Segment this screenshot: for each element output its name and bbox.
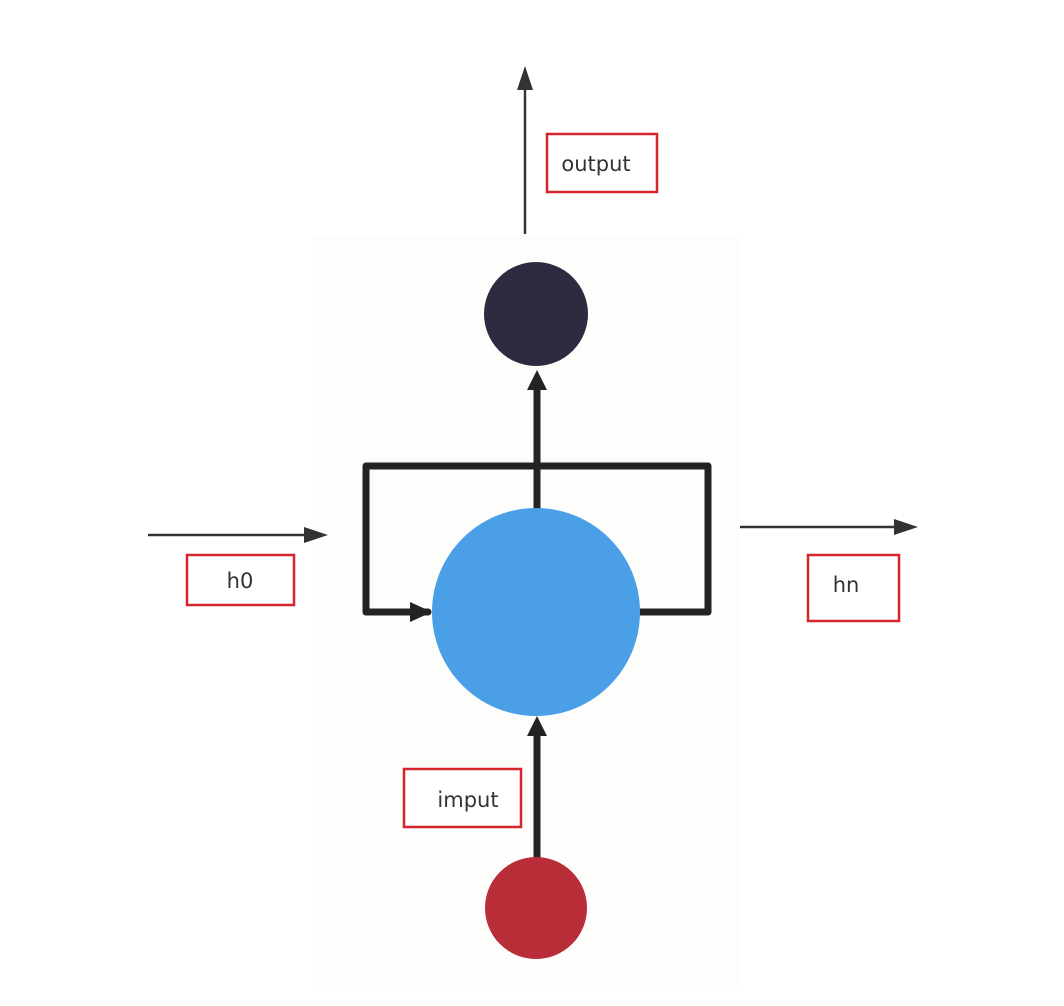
h0-label-text: h0 (227, 569, 254, 593)
output-label: output (545, 132, 659, 194)
hn-label: hn (806, 553, 901, 623)
input-to-hidden-arrowhead (527, 716, 547, 736)
input-label-text: imput (437, 788, 498, 812)
output-label-text: output (561, 152, 630, 176)
input-node (485, 857, 587, 959)
loop-arrowhead (410, 602, 432, 622)
input-label: imput (402, 767, 523, 829)
output-arrow-head (517, 66, 533, 90)
hidden-to-output-arrowhead (527, 370, 547, 390)
h0-label: h0 (185, 553, 296, 607)
hidden-node (432, 508, 640, 716)
hn-arrow-head (894, 519, 918, 535)
hn-label-text: hn (833, 573, 860, 597)
h0-arrow-head (304, 527, 328, 543)
output-node (484, 262, 588, 366)
